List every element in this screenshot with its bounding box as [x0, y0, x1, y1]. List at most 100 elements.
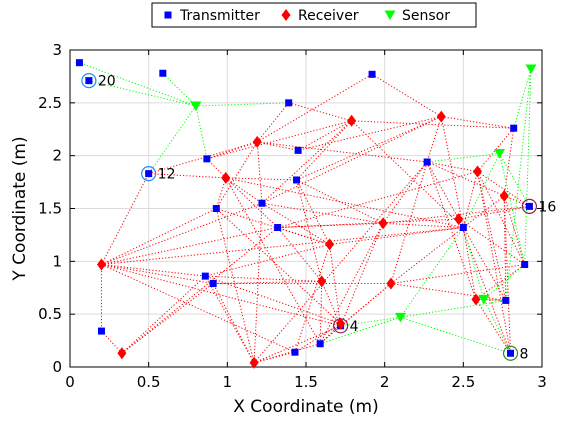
highlight-circle: [141, 166, 157, 182]
receiver-link: [204, 275, 255, 364]
x-tick-label: 0: [65, 373, 75, 391]
receiver-link: [503, 195, 526, 265]
receiver-link: [225, 177, 464, 229]
sensor-link: [483, 298, 506, 301]
receiver-point: [117, 347, 127, 360]
transmitter-point: [212, 205, 220, 212]
receiver-link: [277, 218, 459, 229]
y-tick-label: 0: [52, 358, 62, 376]
receiver-link: [225, 177, 297, 181]
x-tick-label: 0.5: [137, 373, 161, 391]
receiver-link: [351, 120, 514, 129]
sensor-point: [190, 101, 202, 112]
receiver-link: [101, 264, 206, 277]
receiver-link: [463, 195, 505, 228]
sensor-link: [524, 69, 532, 265]
receiver-link: [382, 161, 428, 224]
receiver-link: [215, 141, 258, 209]
transmitter-point: [274, 224, 282, 232]
receiver-link: [371, 73, 442, 117]
transmitter-point: [525, 202, 533, 210]
transmitter-point: [459, 224, 467, 232]
receiver-link: [101, 173, 150, 265]
receiver-link: [206, 158, 227, 179]
transmitter-point: [423, 158, 431, 166]
receiver-point: [471, 293, 481, 306]
sensor-link: [400, 299, 506, 318]
legend-marker-transmitter: [164, 11, 172, 19]
receiver-link: [257, 141, 299, 151]
receiver-link: [462, 171, 478, 228]
receiver-link: [296, 120, 352, 181]
receiver-link: [225, 177, 263, 204]
transmitter-point: [285, 99, 293, 107]
x-tick-label: 1.5: [294, 373, 318, 391]
receiver-link: [296, 179, 384, 224]
receiver-link: [101, 227, 464, 266]
transmitter-point: [209, 280, 217, 288]
receiver-link: [297, 120, 352, 151]
receiver-link: [256, 141, 263, 204]
sensor-link: [148, 105, 197, 174]
legend-box: [151, 2, 477, 28]
y-tick-label: 0.5: [38, 305, 62, 323]
receiver-link: [458, 218, 511, 354]
node-label: 16: [538, 199, 556, 215]
highlight-circle: [521, 198, 538, 214]
receiver-link: [329, 244, 342, 326]
sensor-point: [478, 294, 490, 305]
sensor-link: [195, 105, 208, 159]
transmitter-point: [293, 176, 301, 184]
receiver-link: [253, 325, 341, 364]
transmitter-point: [97, 327, 105, 335]
receiver-point: [499, 189, 509, 202]
receiver-link: [206, 120, 352, 160]
receiver-link: [503, 195, 512, 354]
receiver-point: [221, 171, 231, 184]
highlight-circle: [81, 73, 97, 89]
y-tick-label: 2: [52, 147, 62, 165]
receiver-link: [351, 120, 464, 228]
transmitter-point: [294, 146, 302, 154]
receiver-link: [205, 243, 330, 277]
receiver-link: [340, 223, 384, 326]
sensor-link: [505, 68, 532, 301]
receiver-link: [477, 171, 530, 207]
receiver-link: [101, 264, 296, 353]
receiver-link: [298, 116, 442, 151]
node-label: 4: [350, 319, 359, 335]
transmitter-point: [201, 272, 209, 280]
receiver-link: [121, 275, 206, 354]
receiver-link: [294, 323, 341, 353]
receiver-link: [441, 116, 514, 129]
transmitter-point: [502, 296, 510, 304]
receiver-link: [390, 227, 464, 284]
transmitter-point: [85, 77, 93, 85]
receiver-link: [477, 171, 512, 354]
legend-label-receiver: Receiver: [298, 8, 359, 24]
sensor-link: [483, 299, 511, 354]
receiver-link: [253, 351, 296, 364]
receiver-link: [477, 171, 526, 265]
receiver-point: [96, 258, 106, 271]
receiver-link: [390, 161, 428, 284]
receiver-link: [205, 275, 322, 282]
receiver-link: [426, 161, 505, 197]
x-axis-label: X Coordinate (m): [233, 397, 378, 417]
transmitter-point: [316, 340, 324, 348]
legend-label-transmitter: Transmitter: [179, 8, 260, 24]
receiver-point: [386, 277, 396, 290]
receiver-link: [503, 195, 507, 301]
receiver-link: [206, 141, 258, 160]
receiver-link: [205, 275, 341, 325]
receiver-point: [472, 165, 482, 178]
node-label: 20: [98, 74, 116, 90]
receiver-link: [261, 120, 352, 204]
y-axis-label: Y Coordinate (m): [10, 136, 30, 281]
transmitter-point: [203, 155, 211, 163]
receiver-link: [288, 102, 352, 122]
receiver-point: [252, 135, 262, 148]
sensor-link: [340, 316, 401, 327]
sensor-link: [462, 227, 485, 300]
receiver-link: [212, 283, 255, 364]
